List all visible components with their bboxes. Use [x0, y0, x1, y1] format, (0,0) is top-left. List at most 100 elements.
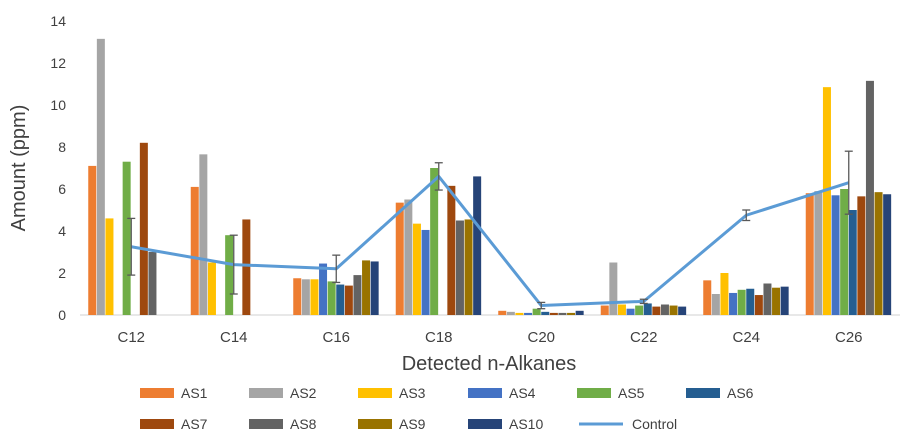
bar-as4-c18	[421, 229, 430, 315]
bar-as2-c22	[609, 262, 618, 315]
bar-as8-c16	[353, 275, 362, 315]
bar-as5-c18	[430, 168, 439, 315]
bar-as2-c18	[404, 199, 413, 315]
bar-as9-c26	[874, 192, 883, 315]
bar-as6-c26	[848, 210, 857, 315]
bar-as6-c20	[541, 311, 550, 315]
bars-layer	[88, 38, 892, 316]
bar-as2-c24	[711, 294, 720, 315]
bar-as8-c26	[865, 80, 874, 315]
bar-as2-c26	[814, 191, 823, 315]
bar-as8-c24	[763, 283, 772, 315]
y-tick-label: 14	[50, 13, 66, 29]
bar-as9-c16	[362, 260, 371, 315]
bar-as10-c24	[780, 286, 789, 315]
legend-swatch-as4	[468, 388, 502, 398]
legend-swatch-as7	[140, 419, 174, 429]
y-tick-label: 8	[58, 139, 66, 155]
bar-as3-c18	[412, 223, 421, 315]
legend-label-as1: AS1	[181, 385, 208, 401]
bar-as5-c20	[532, 308, 541, 315]
bar-as5-c22	[635, 305, 644, 315]
x-tick-label: C22	[630, 329, 658, 346]
bar-as5-c12	[122, 161, 131, 315]
legend-label-as8: AS8	[290, 416, 317, 432]
x-tick-label: C20	[527, 329, 555, 346]
x-tick-label: C14	[220, 329, 248, 346]
legend-label-as7: AS7	[181, 416, 208, 432]
bar-as10-c22	[678, 306, 687, 315]
bar-as3-c24	[720, 273, 729, 315]
bar-as7-c20	[549, 312, 558, 315]
bar-as3-c20	[515, 312, 524, 315]
legend: AS1 AS2 AS3 AS4 AS5 AS6 AS7 AS8 AS9 AS10 Control	[140, 385, 754, 432]
x-tick-label: C16	[322, 329, 350, 346]
bar-as1-c12	[88, 165, 97, 315]
bar-as5-c14	[225, 235, 234, 315]
x-tick-label: C12	[117, 329, 145, 346]
bar-as8-c18	[455, 220, 464, 315]
bar-as5-c16	[327, 281, 336, 315]
bar-as1-c16	[293, 278, 302, 315]
bar-as7-c18	[447, 185, 456, 315]
bar-as5-c26	[840, 189, 849, 315]
bar-as10-c20	[575, 310, 584, 315]
y-tick-label: 6	[58, 181, 66, 197]
x-tick-label: C26	[835, 329, 863, 346]
bar-as3-c26	[822, 87, 831, 316]
bar-as3-c16	[310, 279, 319, 315]
bar-as2-c12	[96, 38, 105, 315]
legend-swatch-as5	[577, 388, 611, 398]
bar-as9-c18	[464, 219, 473, 315]
y-tick-label: 0	[58, 307, 66, 323]
legend-swatch-as10	[468, 419, 502, 429]
x-tick-label: C18	[425, 329, 453, 346]
bar-as6-c24	[746, 288, 755, 315]
bar-as8-c20	[558, 312, 567, 315]
bar-as3-c22	[617, 304, 626, 315]
bar-as6-c16	[336, 284, 345, 315]
y-axis-title: Amount (ppm)	[8, 105, 30, 232]
bar-as9-c24	[772, 287, 781, 315]
bar-as1-c22	[600, 305, 609, 315]
legend-swatch-as8	[249, 419, 283, 429]
bar-as3-c14	[207, 262, 216, 315]
legend-label-as6: AS6	[727, 385, 754, 401]
bar-as8-c12	[148, 252, 157, 315]
legend-swatch-as3	[358, 388, 392, 398]
x-axis-title: Detected n-Alkanes	[402, 353, 577, 375]
bar-as7-c12	[139, 142, 148, 315]
bar-as4-c16	[319, 263, 328, 315]
legend-label-as4: AS4	[509, 385, 536, 401]
bar-as2-c14	[199, 154, 208, 315]
bar-as7-c24	[754, 295, 763, 315]
legend-label-as5: AS5	[618, 385, 645, 401]
bar-as9-c22	[669, 305, 678, 315]
bar-as5-c24	[737, 289, 746, 315]
bar-as4-c24	[729, 292, 738, 315]
bar-as10-c16	[370, 261, 379, 315]
bar-as4-c22	[626, 308, 635, 315]
legend-label-as10: AS10	[509, 416, 543, 432]
bar-as10-c18	[473, 176, 482, 315]
bar-as7-c14	[242, 219, 251, 315]
bar-as1-c18	[395, 202, 404, 315]
legend-swatch-as9	[358, 419, 392, 429]
legend-swatch-as2	[249, 388, 283, 398]
legend-swatch-as1	[140, 388, 174, 398]
bar-as4-c26	[831, 195, 840, 315]
y-tick-label: 4	[58, 223, 66, 239]
y-tick-label: 12	[50, 55, 66, 71]
bar-as1-c14	[190, 186, 199, 315]
line-layer	[127, 150, 853, 310]
legend-label-as9: AS9	[399, 416, 426, 432]
bar-as1-c20	[498, 310, 507, 315]
bar-as6-c22	[643, 303, 652, 315]
bar-as2-c20	[506, 311, 515, 315]
bar-as10-c26	[883, 194, 892, 315]
labels-layer: 0 2 4 6 8 10 12 14 C12 C14 C16 C18 C20 C22 C24 C26	[50, 13, 862, 346]
legend-label-as3: AS3	[399, 385, 426, 401]
bar-as1-c24	[703, 280, 712, 315]
